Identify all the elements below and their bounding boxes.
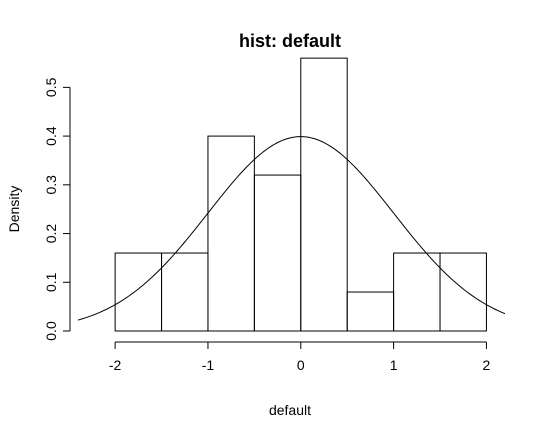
x-tick-label: 1 xyxy=(390,357,398,373)
x-axis-label: default xyxy=(269,402,311,418)
y-axis-label: Density xyxy=(6,186,22,233)
x-axis: -2 -1 0 1 2 xyxy=(109,341,491,373)
y-tick-label: 0.4 xyxy=(43,126,59,146)
histogram-bar-7 xyxy=(439,252,487,332)
x-tick-label: 0 xyxy=(297,357,305,373)
y-tick-label: 0.0 xyxy=(43,321,59,341)
y-tick-label: 0.2 xyxy=(43,224,59,244)
histogram-bar-6 xyxy=(393,252,441,332)
chart-title: hist: default xyxy=(239,31,341,51)
y-tick-label: 0.1 xyxy=(43,272,59,292)
density-curve-group xyxy=(77,136,506,321)
x-tick-label: -1 xyxy=(202,357,215,373)
histogram-bar-1 xyxy=(161,252,209,332)
x-tick-label: -2 xyxy=(109,357,122,373)
y-tick-label: 0.3 xyxy=(43,175,59,195)
histogram-bar-4 xyxy=(300,57,348,332)
histogram-bar-2 xyxy=(207,135,255,332)
histogram-bar-3 xyxy=(253,174,302,332)
x-tick-label: 2 xyxy=(483,357,491,373)
y-axis: 0.0 0.1 0.2 0.3 0.4 0.5 xyxy=(43,77,71,341)
histogram-bar-5 xyxy=(346,291,395,332)
normal-density-curve xyxy=(77,136,506,321)
histogram-bars xyxy=(114,57,487,332)
histogram-bar-0 xyxy=(114,252,163,332)
y-tick-label: 0.5 xyxy=(43,77,59,97)
